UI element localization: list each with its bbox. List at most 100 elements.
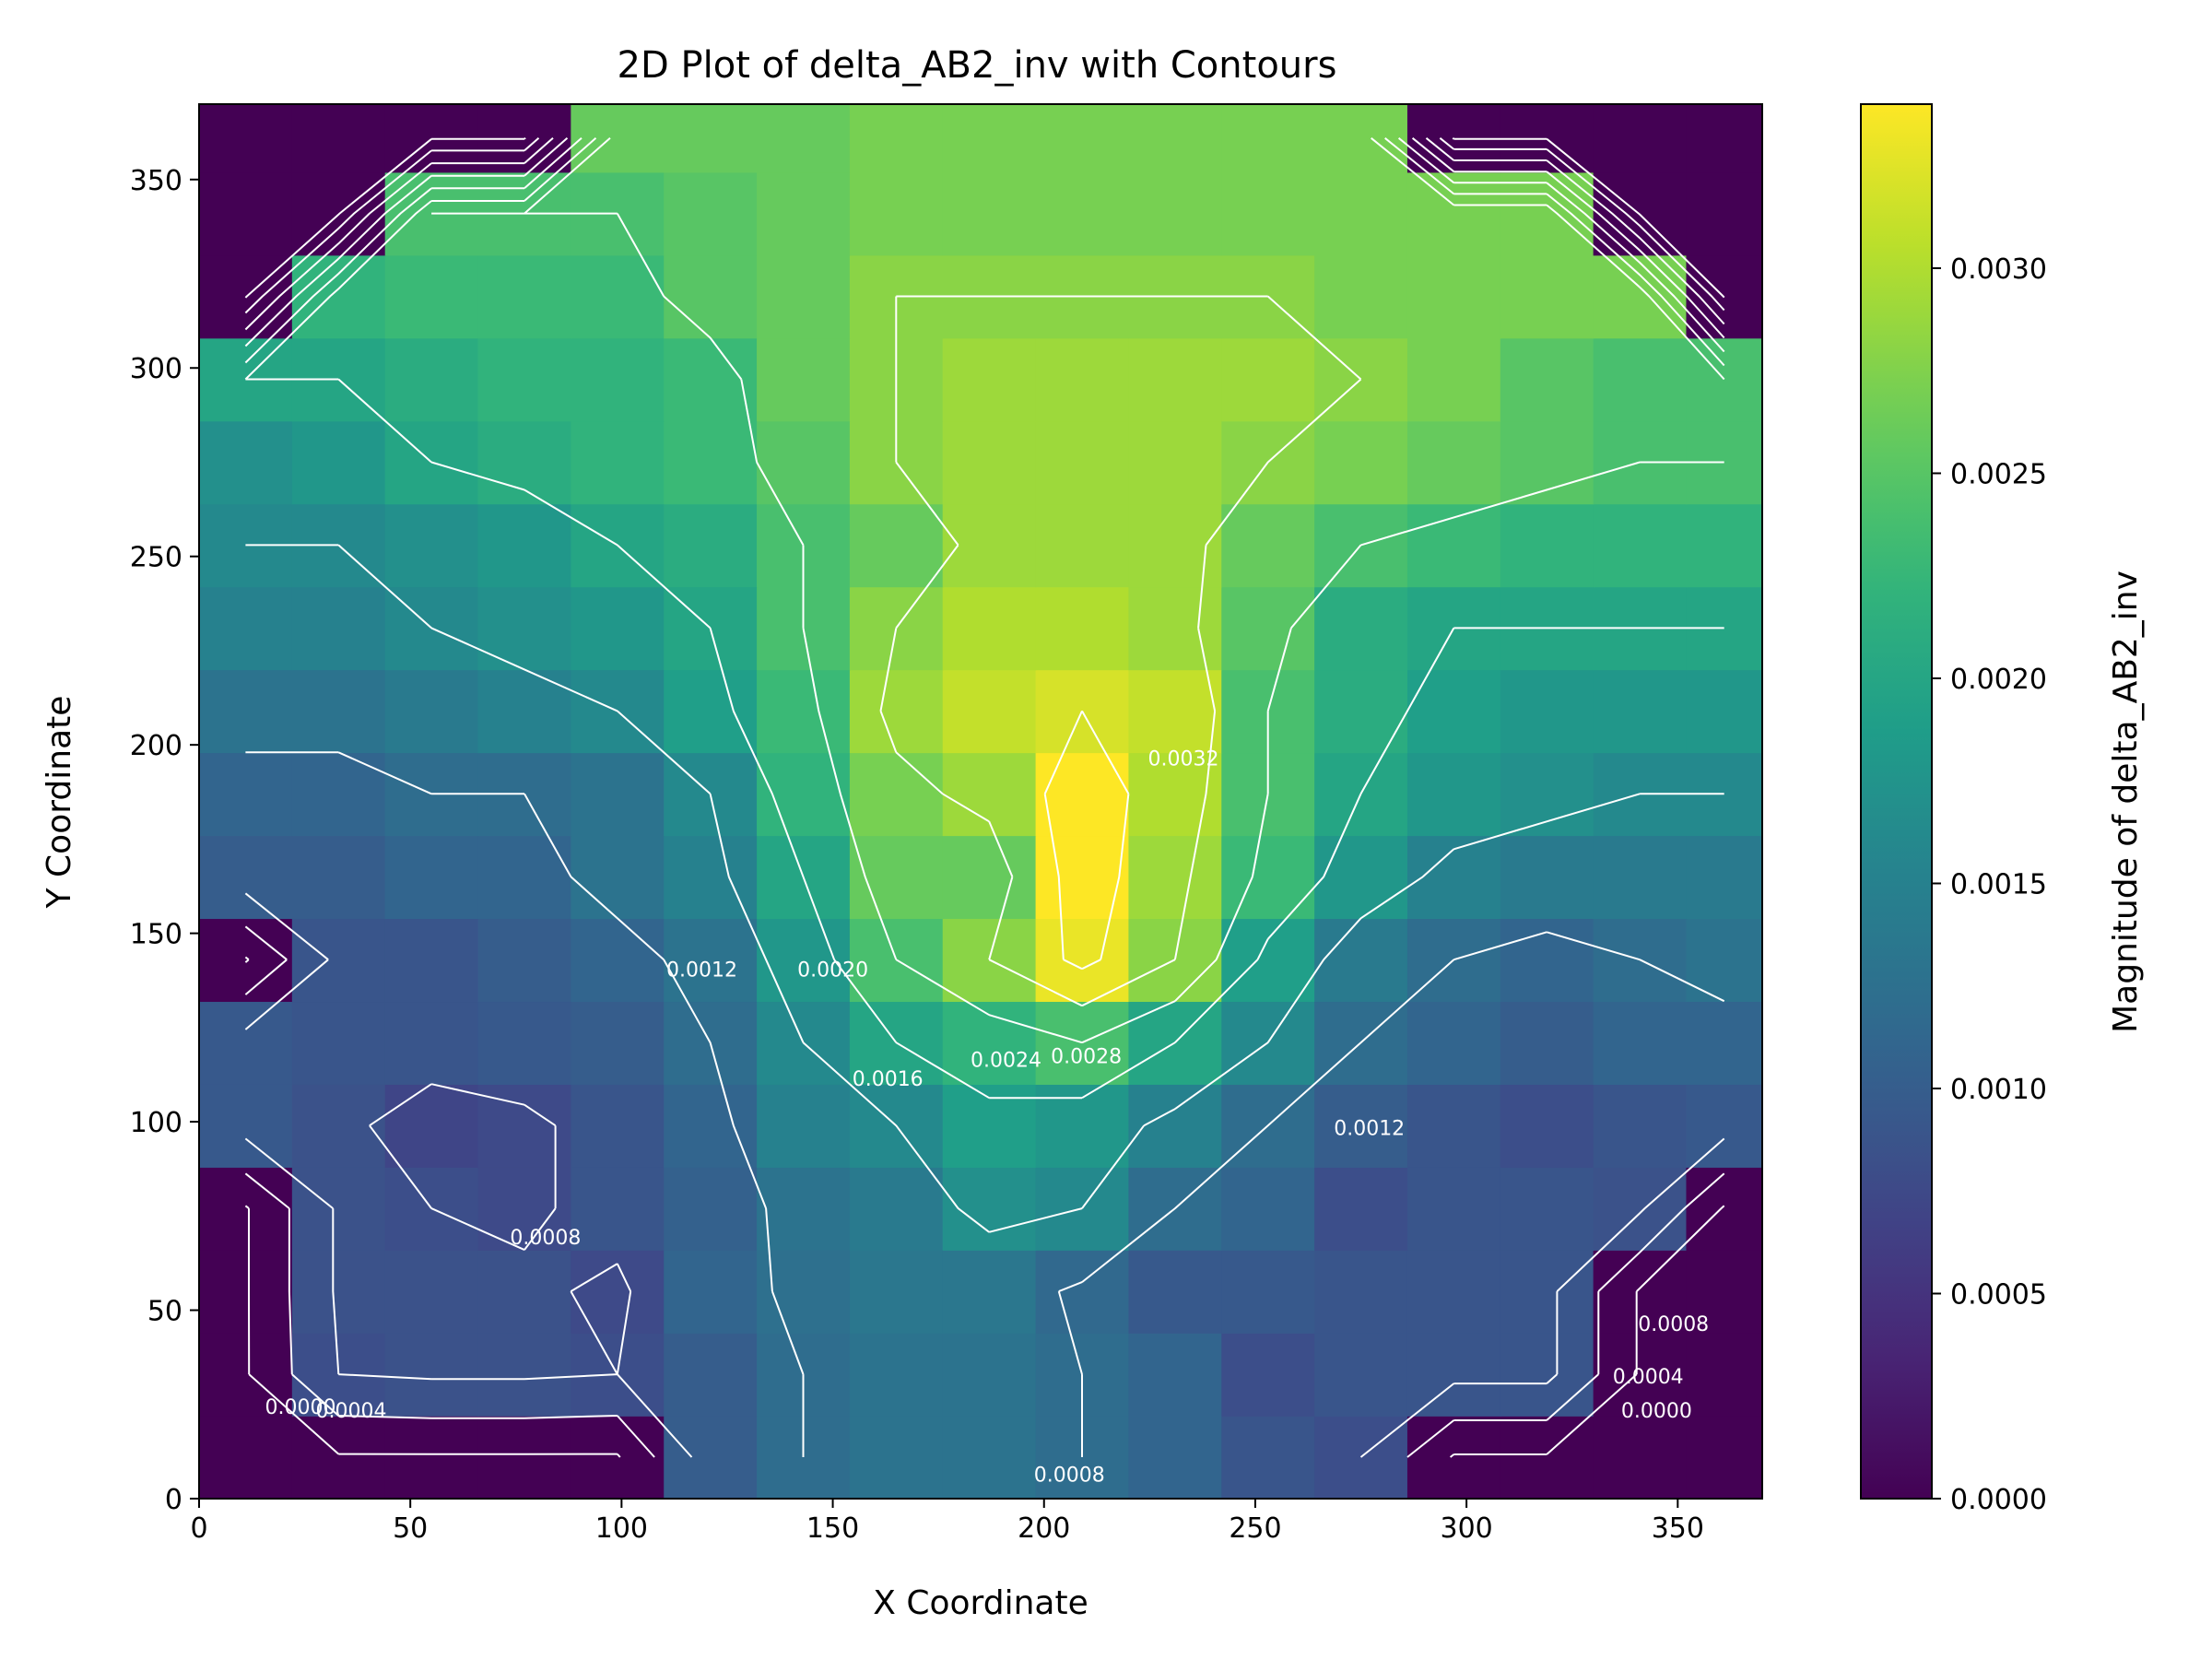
heatmap-cell [942, 586, 1037, 671]
contour-line [879, 295, 1362, 1007]
heatmap-cell [1500, 1416, 1594, 1500]
heatmap-cell [664, 1416, 758, 1500]
heatmap-cell [1128, 337, 1223, 422]
heatmap-cell [1406, 1416, 1501, 1500]
x-tick-label: 350 [1652, 1512, 1704, 1545]
heatmap-cell [571, 104, 665, 173]
heatmap-cell [1593, 503, 1688, 588]
contour-line [1043, 710, 1130, 971]
y-axis: 0 50 100 150 200 250 300 350 [130, 165, 199, 1516]
heatmap-cell [1593, 254, 1688, 339]
contour-line [244, 137, 1725, 1458]
heatmap-cell [942, 171, 1037, 256]
heatmap-cell [1128, 835, 1223, 920]
contour-label: 0.0016 [853, 1068, 924, 1091]
heatmap-cell [199, 171, 293, 256]
heatmap-cell [1128, 1416, 1223, 1500]
y-tick-label: 300 [130, 353, 182, 385]
heatmap-cell [384, 1084, 479, 1168]
heatmap-cell [477, 1250, 572, 1334]
heatmap-cell [1500, 1084, 1594, 1168]
heatmap-cell [291, 669, 386, 754]
heatmap-cell [571, 918, 665, 1003]
heatmap-cell [757, 254, 851, 339]
heatmap-cell [384, 1416, 479, 1500]
contour-label: 0.0000 [1621, 1400, 1692, 1423]
contour-label: 0.0032 [1148, 748, 1219, 771]
heatmap-cell [199, 104, 293, 173]
colorbar-tick-label: 0.0000 [1950, 1484, 2047, 1516]
colorbar-tick-label: 0.0030 [1950, 253, 2047, 286]
heatmap-cell [571, 420, 665, 505]
heatmap-cell [1314, 586, 1408, 671]
heatmap-cell [477, 1001, 572, 1085]
heatmap-cell [199, 669, 293, 754]
heatmap-cell [1314, 835, 1408, 920]
heatmap-cell [1406, 171, 1501, 256]
heatmap-cell [664, 337, 758, 422]
heatmap-cell [664, 669, 758, 754]
heatmap-cell [384, 1001, 479, 1085]
heatmap-cell [199, 1001, 293, 1085]
heatmap-cell [1593, 1333, 1688, 1417]
heatmap-cell [1128, 1001, 1223, 1085]
heatmap-cell [1686, 171, 1763, 256]
colorbar-tick-label: 0.0015 [1950, 869, 2047, 901]
heatmap-cell [199, 1250, 293, 1334]
heatmap-cell [477, 254, 572, 339]
heatmap-cell [1686, 1250, 1763, 1334]
heatmap-cell [1035, 1167, 1130, 1251]
contour-label: 0.0012 [666, 959, 737, 982]
heatmap-cell [1221, 171, 1315, 256]
heatmap-cell [1500, 503, 1594, 588]
heatmap-cell [384, 254, 479, 339]
heatmap-cell [942, 1167, 1037, 1251]
heatmap-cell [757, 104, 851, 173]
heatmap-cell [291, 104, 386, 173]
heatmap-cell [1500, 1250, 1594, 1334]
heatmap-cell [1128, 1250, 1223, 1334]
heatmap-cell [1314, 420, 1408, 505]
heatmap-cell [1221, 503, 1315, 588]
heatmap-cell [477, 1084, 572, 1168]
heatmap-cell [1500, 835, 1594, 920]
heatmap-cell [291, 586, 386, 671]
heatmap-cell [1593, 1416, 1688, 1500]
heatmap-cell [849, 669, 944, 754]
y-tick-label: 50 [147, 1296, 182, 1328]
heatmap-cell [1500, 420, 1594, 505]
heatmap-cell [1500, 918, 1594, 1003]
y-tick-label: 350 [130, 165, 182, 197]
heatmap-cell [199, 918, 293, 1003]
x-axis-label: X Coordinate [873, 1584, 1088, 1622]
heatmap-cell [757, 171, 851, 256]
heatmap-cell [477, 337, 572, 422]
contour-label: 0.0008 [510, 1227, 581, 1250]
heatmap-cell [1221, 1001, 1315, 1085]
heatmap-cell [1221, 104, 1315, 173]
heatmap-cell [1128, 586, 1223, 671]
heatmap-cell [384, 1250, 479, 1334]
heatmap-cell [291, 1416, 386, 1500]
heatmap-cell [1221, 918, 1315, 1003]
heatmap-cell [1500, 254, 1594, 339]
heatmap-cell [1128, 420, 1223, 505]
heatmap-cell [942, 420, 1037, 505]
heatmap-cell [1128, 171, 1223, 256]
heatmap-cell [1221, 835, 1315, 920]
heatmap-cell [1035, 420, 1130, 505]
contour-label: 0.0004 [1613, 1366, 1684, 1389]
heatmap-cell [1500, 1167, 1594, 1251]
heatmap-cell [1314, 171, 1408, 256]
heatmap-cell [1221, 1333, 1315, 1417]
contour-label: 0.0024 [971, 1050, 1041, 1073]
heatmap-cell [199, 1167, 293, 1251]
heatmap-cell [1035, 337, 1130, 422]
heatmap-cell [1035, 1250, 1130, 1334]
heatmap-cell [384, 503, 479, 588]
x-tick-label: 0 [190, 1512, 207, 1545]
heatmap-cell [571, 835, 665, 920]
x-tick-label: 250 [1229, 1512, 1281, 1545]
heatmap-cell [1406, 669, 1501, 754]
